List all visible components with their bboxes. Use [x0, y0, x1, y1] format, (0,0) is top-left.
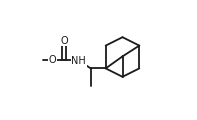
Text: O: O: [48, 55, 56, 65]
Text: NH: NH: [71, 56, 86, 66]
Text: O: O: [60, 36, 68, 46]
